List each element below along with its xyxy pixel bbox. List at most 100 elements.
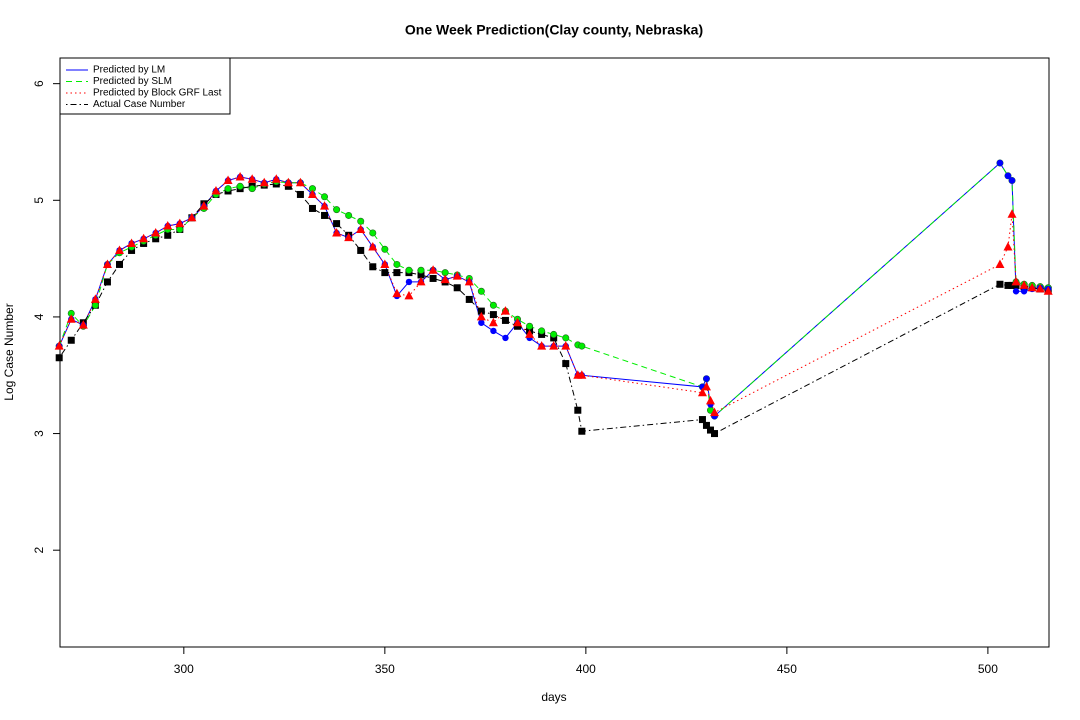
point bbox=[235, 171, 245, 181]
x-axis-label: days bbox=[541, 690, 566, 704]
point bbox=[176, 225, 184, 233]
y-tick-label: 4 bbox=[32, 313, 46, 320]
point bbox=[223, 175, 233, 184]
point bbox=[357, 217, 365, 225]
point bbox=[489, 311, 497, 319]
point bbox=[701, 381, 711, 391]
point bbox=[710, 407, 720, 417]
point bbox=[393, 269, 401, 277]
point bbox=[163, 220, 173, 230]
point bbox=[1008, 177, 1016, 184]
y-tick-label: 3 bbox=[32, 430, 46, 437]
point bbox=[578, 427, 586, 435]
point bbox=[549, 341, 559, 350]
legend-box bbox=[59, 57, 231, 115]
point bbox=[380, 259, 390, 268]
point bbox=[1003, 241, 1013, 251]
point bbox=[405, 266, 413, 274]
x-tick-label: 450 bbox=[777, 662, 797, 676]
point bbox=[308, 204, 316, 212]
point bbox=[248, 185, 256, 193]
point bbox=[417, 271, 425, 279]
point bbox=[103, 278, 111, 286]
point bbox=[995, 259, 1005, 268]
point bbox=[464, 276, 474, 286]
point bbox=[307, 189, 317, 198]
point bbox=[356, 224, 366, 233]
point bbox=[452, 271, 462, 280]
point bbox=[404, 290, 414, 300]
point bbox=[320, 201, 330, 210]
y-tick-label: 6 bbox=[32, 80, 46, 87]
point bbox=[381, 245, 389, 253]
chart-title: One Week Prediction(Clay county, Nebrask… bbox=[405, 22, 703, 38]
point bbox=[577, 370, 587, 379]
point bbox=[369, 229, 377, 237]
point bbox=[90, 294, 100, 303]
point bbox=[1027, 282, 1037, 292]
point bbox=[1035, 283, 1045, 293]
point bbox=[345, 211, 353, 219]
point bbox=[1020, 288, 1028, 295]
y-tick-label: 2 bbox=[32, 547, 46, 554]
series-line bbox=[60, 176, 1049, 414]
point bbox=[1012, 288, 1020, 295]
point bbox=[1019, 280, 1029, 289]
point bbox=[164, 231, 172, 239]
point bbox=[478, 319, 485, 326]
point bbox=[393, 260, 401, 268]
plot-frame bbox=[59, 57, 1050, 648]
point bbox=[296, 190, 304, 198]
point bbox=[187, 212, 197, 222]
point bbox=[477, 307, 485, 315]
point bbox=[996, 280, 1004, 288]
point bbox=[199, 201, 209, 210]
point bbox=[697, 387, 707, 397]
point bbox=[489, 301, 497, 309]
point bbox=[561, 341, 571, 350]
point bbox=[333, 220, 341, 228]
point bbox=[127, 238, 137, 247]
point bbox=[344, 232, 354, 242]
point bbox=[477, 287, 485, 295]
point bbox=[102, 259, 112, 268]
point bbox=[428, 265, 438, 274]
point bbox=[357, 246, 365, 254]
legend-label: Predicted by Block GRF Last bbox=[93, 88, 222, 99]
point bbox=[416, 276, 426, 286]
point bbox=[211, 185, 221, 195]
point bbox=[702, 421, 710, 429]
point bbox=[490, 327, 497, 335]
point bbox=[550, 330, 558, 338]
point bbox=[116, 260, 124, 268]
y-axis-label: Log Case Number bbox=[2, 303, 16, 400]
point bbox=[526, 322, 534, 330]
point bbox=[1011, 276, 1021, 286]
point bbox=[175, 218, 185, 228]
point bbox=[405, 278, 413, 286]
point bbox=[369, 263, 377, 271]
point bbox=[698, 416, 706, 424]
point bbox=[996, 159, 1004, 167]
point bbox=[538, 327, 546, 335]
x-tick-label: 350 bbox=[375, 662, 395, 676]
point bbox=[247, 174, 257, 183]
point bbox=[488, 317, 498, 327]
point bbox=[295, 177, 305, 187]
point bbox=[332, 227, 342, 237]
legend-label: Predicted by SLM bbox=[93, 76, 172, 87]
y-tick-label: 5 bbox=[32, 197, 46, 204]
point bbox=[574, 406, 582, 414]
point bbox=[465, 295, 473, 303]
point bbox=[1004, 172, 1012, 179]
point bbox=[429, 274, 437, 282]
point bbox=[501, 316, 509, 324]
point bbox=[321, 211, 329, 219]
x-tick-label: 400 bbox=[576, 662, 596, 676]
point bbox=[440, 274, 450, 284]
point bbox=[368, 241, 378, 251]
point bbox=[151, 227, 161, 237]
x-tick-label: 300 bbox=[174, 662, 194, 676]
point bbox=[321, 193, 329, 201]
